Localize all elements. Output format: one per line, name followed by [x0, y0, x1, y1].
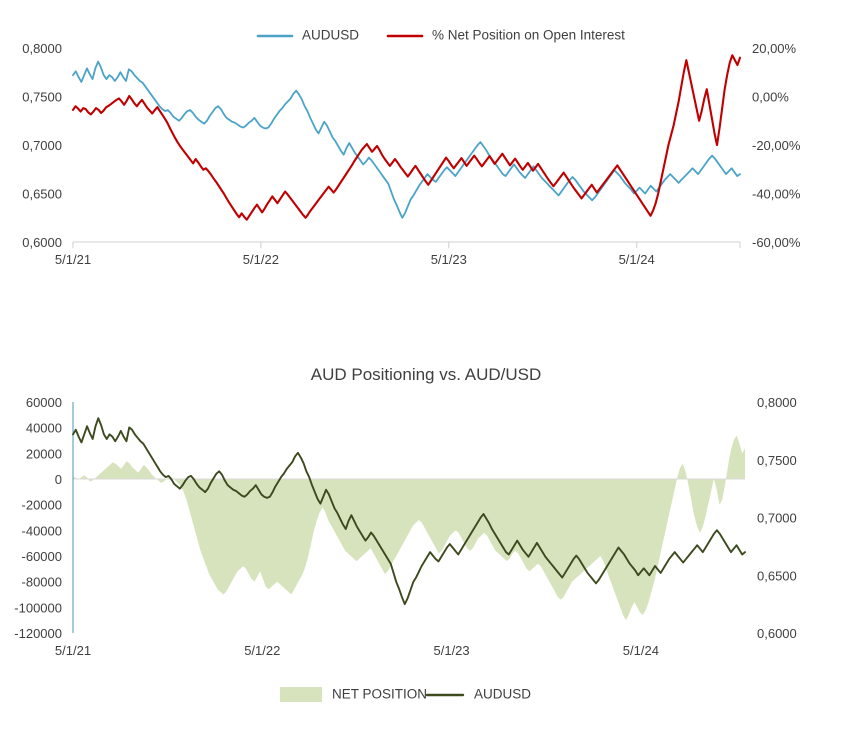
bottom-left-axis-tick: -100000	[14, 600, 62, 615]
top-left-axis-tick: 0,6000	[22, 235, 62, 250]
bottom-left-axis-tick: 0	[55, 472, 62, 487]
top-chart-panel: 0,8000 0,7500 0,7000 0,6500 0,6000 20,00% 0,00…	[0, 0, 852, 300]
top-left-axis-tick: 0,6500	[22, 187, 62, 202]
bottom-right-axis-tick: 0,8000	[757, 395, 797, 410]
bottom-left-axis-tick: 60000	[26, 395, 62, 410]
top-x-axis-tick: 5/1/21	[55, 252, 91, 267]
top-left-axis-tick: 0,8000	[22, 41, 62, 56]
bottom-chart-title: AUD Positioning vs. AUD/USD	[311, 365, 542, 384]
top-right-axis-tick: 0,00%	[752, 90, 789, 105]
top-x-axis-tick: 5/1/22	[243, 252, 279, 267]
bottom-chart-panel: AUD Positioning vs. AUD/USD 60000 40000 200…	[0, 350, 852, 730]
bottom-x-axis-tick: 5/1/23	[434, 643, 470, 658]
bottom-legend-label: NET POSITION	[332, 687, 427, 702]
top-audusd-line	[72, 60, 741, 219]
bottom-left-axis-tick: -60000	[22, 549, 62, 564]
top-left-axis-tick: 0,7500	[22, 90, 62, 105]
bottom-right-axis-tick: 0,7500	[757, 453, 797, 468]
bottom-left-axis-tick: -80000	[22, 575, 62, 590]
bottom-left-axis-tick: -40000	[22, 523, 62, 538]
top-right-axis-tick: -60,00%	[752, 235, 801, 250]
bottom-right-axis-tick: 0,7000	[757, 511, 797, 526]
bottom-left-axis-tick: -20000	[22, 498, 62, 513]
bottom-x-axis-tick: 5/1/22	[244, 643, 280, 658]
top-chart-svg: 0,8000 0,7500 0,7000 0,6500 0,6000 20,00% 0,00…	[22, 28, 801, 267]
bottom-left-axis-tick: 20000	[26, 446, 62, 461]
top-left-axis-tick: 0,7000	[22, 138, 62, 153]
top-legend-label: % Net Position on Open Interest	[432, 28, 625, 43]
bottom-right-axis-tick: 0,6000	[757, 626, 797, 641]
top-right-axis-tick: -20,00%	[752, 138, 801, 153]
bottom-legend-label: AUDUSD	[474, 687, 531, 702]
top-right-axis-tick: 20,00%	[752, 41, 797, 56]
top-x-axis-tick: 5/1/23	[431, 252, 467, 267]
top-right-axis-tick: -40,00%	[752, 187, 801, 202]
top-x-axis-tick: 5/1/24	[619, 252, 655, 267]
bottom-chart-svg: AUD Positioning vs. AUD/USD 60000 40000 200…	[14, 365, 797, 702]
bottom-legend-area-swatch	[280, 687, 322, 702]
top-legend-label: AUDUSD	[302, 28, 359, 43]
bottom-x-axis-tick: 5/1/24	[623, 643, 659, 658]
bottom-audusd-line	[72, 417, 746, 606]
bottom-x-axis-tick: 5/1/21	[55, 643, 91, 658]
bottom-net-position-area	[73, 435, 745, 621]
top-net-position-line	[71, 54, 742, 221]
bottom-right-axis-tick: 0,6500	[757, 568, 797, 583]
bottom-left-axis-tick: 40000	[26, 421, 62, 436]
bottom-left-axis-tick: -120000	[14, 626, 62, 641]
